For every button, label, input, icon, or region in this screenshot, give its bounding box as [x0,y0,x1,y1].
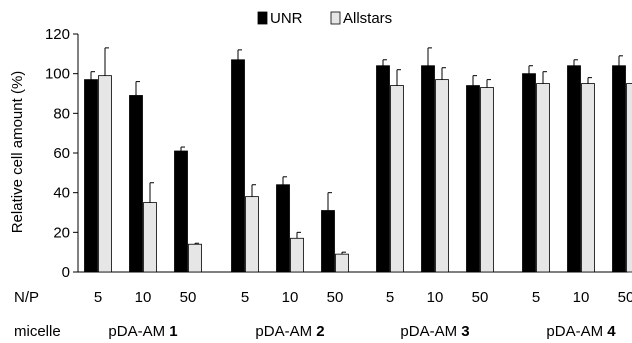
group-label: pDA-AM 2 [255,323,324,340]
y-tick-label: 120 [45,26,70,43]
bar-allstars [536,83,550,273]
bar-unr [612,65,626,273]
bar-unr [421,65,435,273]
y-tick-label: 0 [62,264,70,281]
np-label: 10 [282,289,299,306]
bars [84,47,632,273]
y-tick-label: 100 [45,66,70,83]
bar-allstars [290,237,304,273]
bar-allstars [581,83,595,273]
np-row-label: N/P [14,289,39,306]
bar-unr [231,59,245,273]
legend-swatch-allstars [330,11,341,25]
micelle-row-label: micelle [14,323,61,340]
y-tick-label: 20 [53,224,70,241]
group-label-number: 4 [607,323,616,340]
np-label: 5 [241,289,249,306]
np-label: 50 [180,289,197,306]
bar-allstars [626,83,632,273]
np-label: 5 [532,289,540,306]
bar-allstars [390,85,404,273]
np-label: 50 [472,289,489,306]
y-axis: 0 20 40 60 80 100 120 [45,26,628,281]
np-label: 5 [94,289,102,306]
bar-allstars [245,196,259,273]
bar-allstars [435,79,449,273]
bar-unr [376,65,390,273]
bar-unr [129,95,143,273]
group-label: pDA-AM 3 [400,323,469,340]
bar-unr [276,184,290,273]
group-label-name: pDA-AM [400,323,461,340]
np-label: 5 [386,289,394,306]
group-label-name: pDA-AM [108,323,169,340]
y-tick-label: 80 [53,105,70,122]
bar-unr [321,210,335,273]
bar-unr [567,65,581,273]
legend-label-unr: UNR [270,10,303,27]
bar-unr [174,150,188,273]
group-label: pDA-AM 1 [108,323,177,340]
np-label: 50 [618,289,632,306]
y-axis-label: Relative cell amount (%) [9,71,26,234]
bar-allstars [143,202,157,273]
legend: UNR Allstars [257,10,392,27]
np-label: 10 [427,289,444,306]
bar-allstars [335,253,349,273]
bar-unr [84,79,98,273]
np-label: 10 [135,289,152,306]
bar-allstars [98,75,112,273]
group-label-name: pDA-AM [546,323,607,340]
y-tick-label: 60 [53,145,70,162]
bar-unr [466,85,480,273]
group-label-number: 1 [169,323,177,340]
group-label-number: 3 [461,323,469,340]
legend-swatch-unr [257,11,268,25]
bar-allstars [188,243,202,273]
np-label: 50 [327,289,344,306]
np-label: 10 [573,289,590,306]
y-tick-label: 40 [53,185,70,202]
legend-label-allstars: Allstars [343,10,392,27]
bar-allstars [480,87,494,273]
group-label-number: 2 [316,323,324,340]
bar-unr [522,73,536,273]
group-label: pDA-AM 4 [546,323,616,340]
group-label-name: pDA-AM [255,323,316,340]
